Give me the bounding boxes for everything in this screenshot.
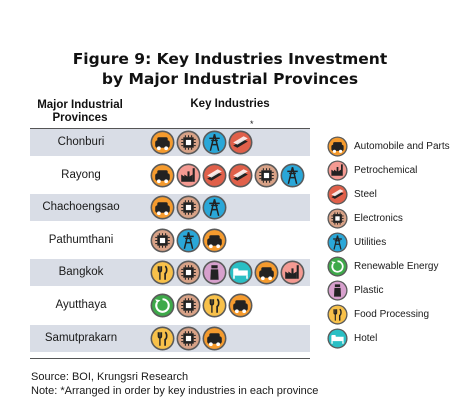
legend-label: Electronics bbox=[354, 212, 403, 224]
industry-icons bbox=[150, 194, 227, 221]
bottle-icon bbox=[202, 260, 227, 285]
industry-icons bbox=[150, 162, 305, 189]
figure-title: Figure 9: Key Industries Investment bbox=[72, 50, 388, 68]
steel-beam-icon bbox=[228, 130, 253, 155]
car-icon bbox=[327, 135, 348, 157]
car-icon bbox=[150, 195, 175, 220]
fork-knife-icon bbox=[150, 326, 175, 351]
bottle-icon bbox=[327, 279, 348, 301]
chip-icon bbox=[176, 260, 201, 285]
chip-icon bbox=[254, 163, 279, 188]
legend-item: Food Processing bbox=[327, 302, 450, 326]
legend-label: Petrochemical bbox=[354, 164, 418, 176]
chip-icon bbox=[327, 207, 348, 229]
chip-icon bbox=[150, 228, 175, 253]
steel-beam-icon bbox=[202, 163, 227, 188]
legend-item: Automobile and Parts bbox=[327, 134, 450, 158]
legend-item: Utilities bbox=[327, 230, 450, 254]
fork-knife-icon bbox=[202, 293, 227, 318]
factory-icon bbox=[280, 260, 305, 285]
recycle-icon bbox=[327, 255, 348, 277]
industry-icons bbox=[150, 292, 253, 319]
legend-item: Renewable Energy bbox=[327, 254, 450, 278]
legend-item: Petrochemical bbox=[327, 158, 450, 182]
chip-icon bbox=[176, 195, 201, 220]
power-tower-icon bbox=[202, 195, 227, 220]
industry-icons bbox=[150, 325, 227, 352]
car-icon bbox=[228, 293, 253, 318]
factory-icon bbox=[327, 159, 348, 181]
car-icon bbox=[254, 260, 279, 285]
factory-icon bbox=[176, 163, 201, 188]
industry-icons bbox=[150, 129, 253, 156]
legend-label: Steel bbox=[354, 188, 377, 200]
industry-icons bbox=[150, 259, 305, 286]
header-divider bbox=[30, 128, 310, 129]
power-tower-icon bbox=[280, 163, 305, 188]
province-label: Bangkok bbox=[58, 266, 104, 279]
recycle-icon bbox=[150, 293, 175, 318]
chip-icon bbox=[176, 293, 201, 318]
power-tower-icon bbox=[176, 228, 201, 253]
legend-item: Electronics bbox=[327, 206, 450, 230]
table-row: Rayong bbox=[30, 162, 310, 189]
table-row: Samutprakarn bbox=[30, 324, 310, 352]
province-label: Chonburi bbox=[57, 136, 105, 148]
table-row: Chonburi bbox=[30, 129, 310, 156]
legend-item: Hotel bbox=[327, 326, 450, 350]
source-note: Source: BOI, Krungsri Research bbox=[31, 371, 189, 383]
steel-beam-icon bbox=[327, 183, 348, 205]
legend-label: Plastic bbox=[354, 284, 384, 296]
car-icon bbox=[202, 228, 227, 253]
table-row: Bangkok bbox=[30, 259, 310, 287]
car-icon bbox=[150, 130, 175, 155]
car-icon bbox=[150, 163, 175, 188]
table-row: Pathumthani bbox=[30, 227, 310, 254]
legend-label: Utilities bbox=[354, 236, 387, 248]
bed-icon bbox=[327, 327, 348, 349]
fork-knife-icon bbox=[150, 260, 175, 285]
legend: Automobile and Parts Petrochemical Steel El… bbox=[327, 134, 450, 350]
chip-icon bbox=[176, 326, 201, 351]
fork-knife-icon bbox=[327, 303, 348, 325]
legend-label: Hotel bbox=[354, 332, 378, 344]
table-row: Chachoengsao bbox=[30, 194, 310, 222]
power-tower-icon bbox=[327, 231, 348, 253]
bed-icon bbox=[228, 260, 253, 285]
industry-icons bbox=[150, 227, 227, 254]
table-row: Ayutthaya bbox=[30, 292, 310, 319]
table-bottom-rule bbox=[30, 358, 310, 359]
province-label: Ayutthaya bbox=[55, 299, 107, 311]
column-header-industries: Key Industries bbox=[190, 98, 270, 110]
province-label: Rayong bbox=[61, 168, 101, 181]
footnote: Note: *Arranged in order by key industri… bbox=[31, 385, 319, 397]
legend-label: Automobile and Parts bbox=[354, 140, 450, 152]
province-label: Samutprakarn bbox=[44, 331, 118, 344]
legend-item: Plastic bbox=[327, 278, 450, 302]
car-icon bbox=[202, 326, 227, 351]
legend-label: Food Processing bbox=[354, 308, 430, 320]
column-header-provinces: Major Industrial Provinces bbox=[37, 99, 123, 124]
order-marker: * bbox=[250, 119, 254, 129]
province-label: Chachoengsao bbox=[42, 201, 120, 214]
legend-label: Renewable Energy bbox=[354, 260, 439, 272]
figure-subtitle: by Major Industrial Provinces bbox=[101, 70, 359, 88]
province-label: Pathumthani bbox=[48, 233, 114, 246]
steel-beam-icon bbox=[228, 163, 253, 188]
power-tower-icon bbox=[202, 130, 227, 155]
chip-icon bbox=[176, 130, 201, 155]
legend-item: Steel bbox=[327, 182, 450, 206]
